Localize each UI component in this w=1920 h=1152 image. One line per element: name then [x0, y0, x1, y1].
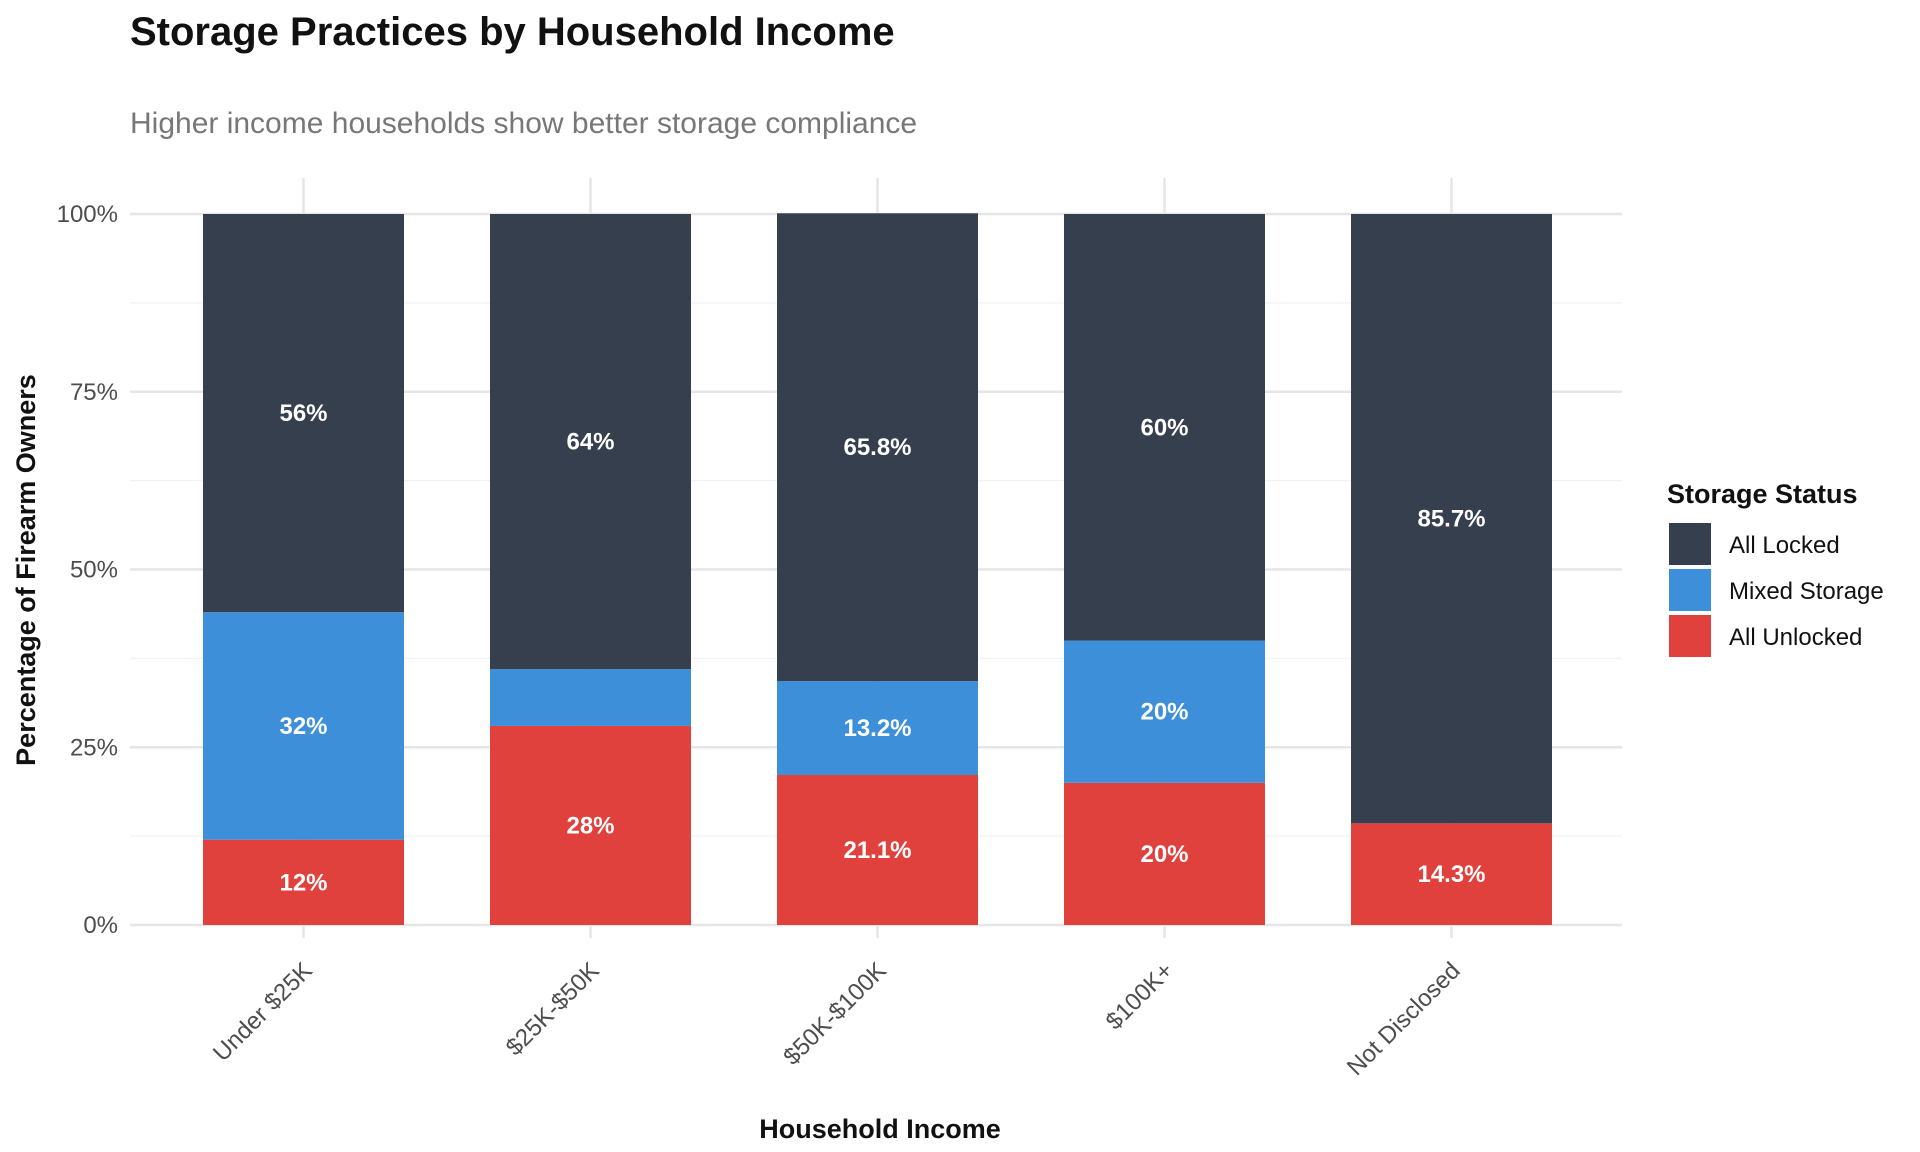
y-axis-title: Percentage of Firearm Owners [11, 374, 41, 766]
bar-labels: 12% 32% 56% 28% 64% 21.1% 13.2% 65.8% 20% 20% 60% 1… [279, 400, 1485, 896]
bar-segment [777, 213, 978, 682]
bar-segment [1064, 214, 1265, 641]
legend-label: Mixed Storage [1729, 578, 1884, 605]
bar-segment [490, 214, 691, 670]
bar-value-label: 32% [279, 713, 327, 740]
chart-title: Storage Practices by Household Income [130, 10, 895, 54]
bar-value-label: 56% [279, 400, 327, 427]
x-axis-title: Household Income [759, 1114, 1001, 1144]
bar-segment [777, 774, 978, 925]
bar-value-label: 85.7% [1417, 506, 1485, 533]
bar-value-label: 12% [279, 869, 327, 896]
y-tick-label: 25% [70, 734, 118, 761]
bar-value-label: 13.2% [843, 715, 911, 742]
x-tick-label: $100K+ [1101, 957, 1179, 1035]
bar-value-label: 60% [1140, 414, 1188, 441]
bar-value-label: 28% [566, 812, 614, 839]
legend-label: All Locked [1729, 532, 1840, 559]
bar-value-label: 21.1% [843, 837, 911, 864]
x-axis: Under $25K $25K-$50K $50K-$100K $100K+ Not D… [208, 925, 1466, 1081]
bar-segment [203, 214, 404, 613]
bar-segment [1351, 214, 1552, 824]
y-tick-label: 50% [70, 557, 118, 584]
bar-value-label: 65.8% [843, 434, 911, 461]
legend: Storage Status All Locked Mixed Storage All… [1667, 479, 1884, 657]
y-tick-label: 0% [83, 912, 118, 939]
y-tick-label: 75% [70, 379, 118, 406]
bar-value-label: 20% [1140, 841, 1188, 868]
bars [203, 213, 1552, 925]
bar-value-label: 64% [566, 429, 614, 456]
x-tick-label: Under $25K [208, 957, 318, 1067]
bar-value-label: 20% [1140, 699, 1188, 726]
chart-subtitle: Higher income households show better sto… [130, 107, 917, 140]
bar-segment [203, 612, 404, 840]
bar-segment [490, 669, 691, 726]
bar-segment [490, 725, 691, 925]
legend-title: Storage Status [1667, 479, 1858, 509]
y-tick-label: 100% [57, 201, 118, 228]
legend-key [1669, 615, 1711, 657]
bar-segment [203, 839, 404, 925]
bar-segment [1064, 782, 1265, 925]
bar-value-label: 14.3% [1417, 861, 1485, 888]
bar-segment [1064, 640, 1265, 783]
legend-label: All Unlocked [1729, 624, 1862, 651]
y-axis: 0% 25% 50% 75% 100% [57, 201, 118, 939]
x-tick-label: $25K-$50K [501, 957, 605, 1061]
legend-key [1669, 523, 1711, 565]
x-tick-label: $50K-$100K [778, 957, 891, 1070]
bar-segment [1351, 823, 1552, 925]
legend-key [1669, 569, 1711, 611]
bar-segment [777, 681, 978, 775]
x-tick-label: Not Disclosed [1342, 957, 1466, 1081]
